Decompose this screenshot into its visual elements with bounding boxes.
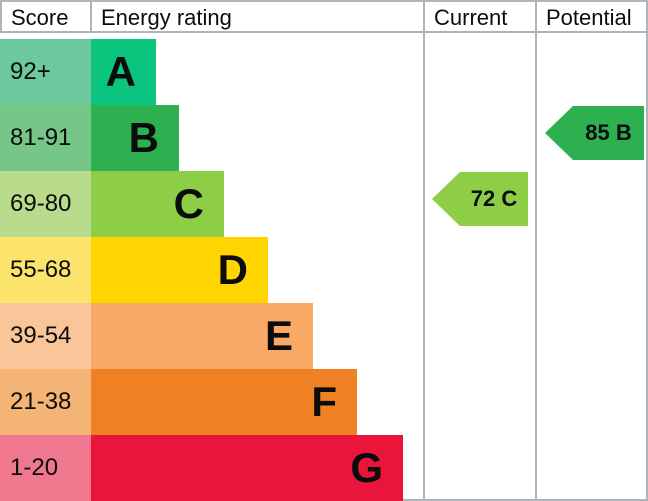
potential-arrow-label: 85 B [585,120,632,145]
score-column-divider [90,0,92,31]
rating-bar-e: E [91,303,313,369]
current-arrow-label: 72 C [470,186,518,211]
score-range-e: 39-54 [0,303,91,369]
rating-letter-b: B [128,114,159,161]
rating-letter-f: F [311,378,337,425]
band-row-b: 81-91 B [0,105,648,171]
border-right [646,0,648,501]
rating-bar-b: B [91,105,179,171]
score-range-d: 55-68 [0,237,91,303]
rating-letter-e: E [264,312,293,359]
band-row-d: 55-68 D [0,237,648,303]
score-range-f: 21-38 [0,369,91,435]
rating-bands: 92+ A 81-91 B 69-80 C 55-68 D 39-54 E 21… [0,39,648,501]
potential-column-divider [535,0,537,501]
score-range-b: 81-91 [0,105,91,171]
current-column-divider [423,0,425,501]
rating-bar-a: A [91,39,156,105]
rating-letter-d: D [217,246,248,293]
rating-letter-a: A [105,48,136,95]
band-row-f: 21-38 F [0,369,648,435]
energy-rating-header: Energy rating [101,5,232,30]
rating-bar-g: G [91,435,403,501]
band-row-a: 92+ A [0,39,648,105]
rating-letter-c: C [173,180,204,227]
band-row-c: 69-80 C [0,171,648,237]
rating-letter-g: G [350,444,383,491]
score-range-g: 1-20 [0,435,91,501]
rating-bar-f: F [91,369,357,435]
score-range-a: 92+ [0,39,91,105]
band-row-e: 39-54 E [0,303,648,369]
rating-bar-c: C [91,171,224,237]
band-row-g: 1-20 G [0,435,648,501]
current-header: Current [434,5,508,30]
score-header: Score [11,5,69,30]
border-top [0,0,648,2]
header-divider [0,31,648,33]
score-range-c: 69-80 [0,171,91,237]
border-left-header [0,0,2,33]
rating-bar-d: D [91,237,268,303]
potential-header: Potential [546,5,632,30]
